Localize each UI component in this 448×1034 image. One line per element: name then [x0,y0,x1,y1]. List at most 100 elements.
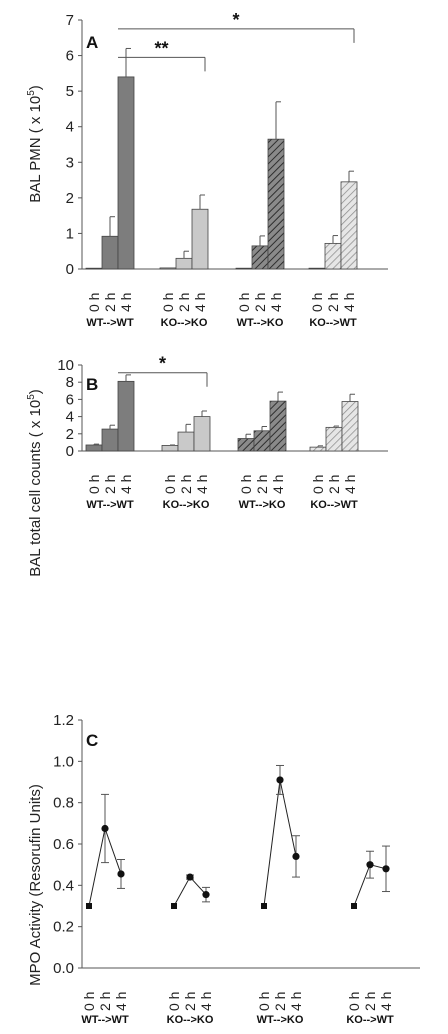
panel-c-point [292,852,300,861]
panel-b-group-label: WT-->KO [239,499,286,511]
panel-a-xtick-label: 2 h [176,293,192,312]
panel-a-ytick-label: 1 [66,225,74,242]
panel-c-point [117,870,125,878]
panel-b: B BAL total cell counts ( x 105) 0246810… [26,354,388,577]
panel-b-bar [237,438,255,452]
panel-a-xtick-label: 4 h [341,293,357,312]
panel-b-xtick-label: 2 h [102,475,118,494]
panel-b-bar [117,380,135,452]
panel-b-bars [85,374,359,452]
panel-c-lines [86,764,390,909]
panel-b-group-label: KO-->WT [310,499,358,511]
panel-b-ytick-label: 4 [66,409,74,426]
panel-b-ytick-label: 2 [66,426,74,443]
panel-c-ytick-label: 0.6 [53,836,74,853]
panel-c-point [186,873,194,881]
panel-c-xtick-label: 2 h [362,992,378,1011]
panel-c-group-label: WT-->WT [81,1014,129,1026]
panel-c-ytick-label: 1.2 [53,712,74,729]
panel-c-letter: C [86,731,98,750]
panel-b-ylabel: BAL total cell counts ( x 105) [26,389,44,577]
panel-a-bars [85,47,358,270]
panel-a-xtick-label: 4 h [268,293,284,312]
panel-a-xtick-label: 0 h [236,293,252,312]
panel-b-group-label: KO-->KO [163,499,210,511]
panel-c-xtick-label: 0 h [166,992,182,1011]
panel-c-point-square [261,903,267,909]
panel-b-xtick-label: 4 h [342,475,358,494]
panel-b-xtick-label: 0 h [86,475,102,494]
panel-c: C MPO Activity (Resorufin Units) 0.00.20… [27,712,420,1026]
panel-b-bar [309,446,327,452]
panel-b-xtick-label: 4 h [270,475,286,494]
panel-c-xtick-label: 2 h [182,992,198,1011]
panel-c-xtick-label: 0 h [81,992,97,1011]
panel-c-point [276,776,284,784]
panel-a-bar [267,138,285,270]
panel-a-bar [235,267,253,270]
panel-a-sig-label: * [232,10,239,30]
panel-b-bar [325,426,343,452]
panel-b-xtick-label: 0 h [162,475,178,494]
panel-b-xtick-label: 0 h [238,475,254,494]
panel-a-xtick-label: 4 h [118,293,134,312]
panel-c-point-square [86,903,92,909]
panel-a-ylabel: BAL PMN ( x 105) [26,85,44,203]
panel-b-xtick-label: 4 h [194,475,210,494]
panel-c-group-label: KO-->KO [167,1014,214,1026]
panel-c-point [366,861,374,869]
panel-c-point [101,824,109,833]
panel-a-sig-label: ** [154,38,168,58]
panel-b-bar [101,428,119,452]
panel-c-series-line [263,779,297,907]
panel-a-ytick-label: 7 [66,12,74,29]
panel-c-ytick-label: 0.2 [53,919,74,936]
panel-c-xtick-label: 0 h [346,992,362,1011]
panel-a-ytick-label: 3 [66,154,74,171]
panel-a-ytick-label: 6 [66,48,74,65]
panel-a-ytick-label: 2 [66,190,74,207]
panel-b-bar [253,430,271,452]
panel-b-xtick-label: 0 h [310,475,326,494]
panel-a-ytick-label: 4 [66,119,74,136]
panel-a-bar [159,267,177,270]
panel-a-group-label: WT-->WT [86,317,134,329]
panel-c-ytick-label: 0.0 [53,960,74,977]
panel-b-bar [177,431,195,452]
panel-b-ytick-label: 10 [57,357,74,374]
panel-c-xtick-label: 4 h [113,992,129,1011]
panel-c-xtick-label: 4 h [378,992,394,1011]
panel-a-xtick-label: 0 h [86,293,102,312]
panel-a-xtick-label: 0 h [309,293,325,312]
panel-a-bar [324,242,342,270]
panel-c-point [382,865,390,873]
panel-c-group-label: KO-->WT [346,1014,394,1026]
panel-a-ytick-label: 5 [66,83,74,100]
panel-b-ytick-label: 8 [66,374,74,391]
panel-c-xtick-label: 4 h [288,992,304,1011]
panel-b-group-label: WT-->WT [86,499,134,511]
panel-b-bar [85,444,103,452]
panel-c-point-square [171,903,177,909]
panel-b-xtick-label: 2 h [178,475,194,494]
panel-a-significance: *** [118,10,355,72]
panel-c-point-square [351,903,357,909]
panel-c-axes: 0.0 0.2 0.4 0.6 0.8 1.0 1.2 [53,712,420,977]
panel-b-xtick-label: 2 h [254,475,270,494]
panel-a-bar [251,245,269,270]
panel-b-letter: B [86,375,98,394]
panel-b-xtick-label: 2 h [326,475,342,494]
panel-b-bar [341,401,359,452]
panel-c-xtick-label: 2 h [272,992,288,1011]
panel-c-series-line [173,876,207,907]
panel-b-ytick-label: 0 [66,443,74,460]
panel-a-bar [85,267,103,270]
panel-a-bar [340,181,358,270]
panel-b-bar [193,416,211,452]
panel-c-xtick-label: 4 h [198,992,214,1011]
panel-a-ytick-label: 0 [66,261,74,278]
